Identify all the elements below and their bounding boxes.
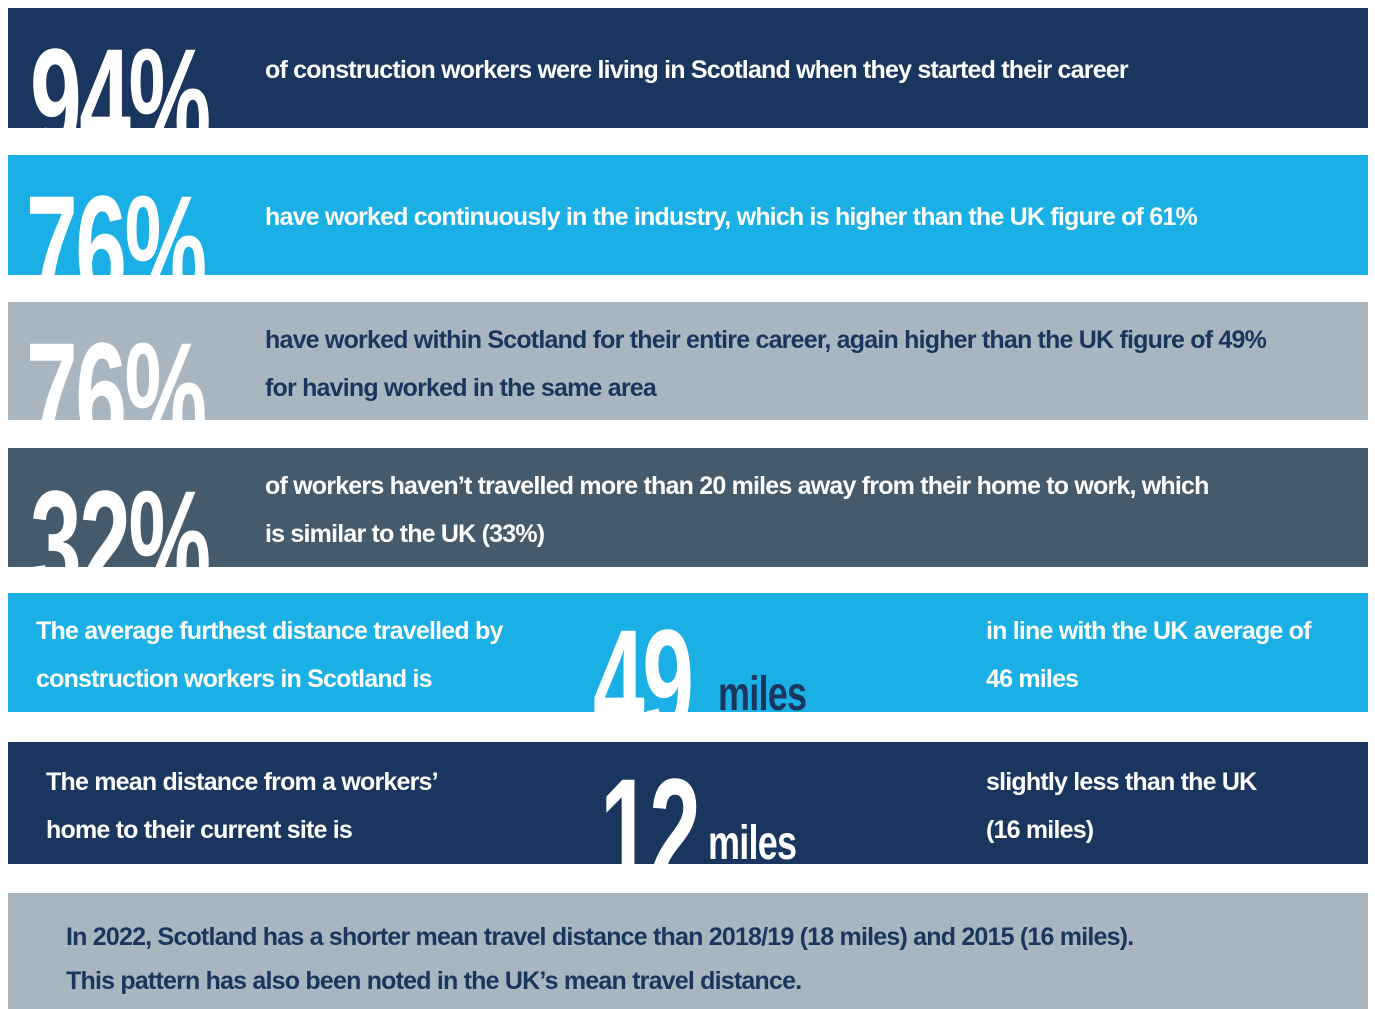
stat-value: 76% [26, 311, 207, 420]
stat-text: of workers haven’t travelled more than 2… [265, 472, 1209, 548]
footnote-line: In 2022, Scotland has a shorter mean tra… [66, 923, 1134, 951]
stat-text: have worked within Scotland for their en… [265, 326, 1267, 402]
stat-value: 32% [30, 459, 211, 567]
distance-band: The average furthest distance travelled … [8, 593, 1368, 712]
distance-lead: The average furthest distance travelled … [36, 617, 503, 693]
distance-unit: miles [708, 817, 797, 864]
footnote-line: This pattern has also been noted in the … [66, 967, 802, 995]
footnote-band: In 2022, Scotland has a shorter mean tra… [8, 893, 1368, 1009]
distance-note: in line with the UK average of 46 miles [986, 617, 1311, 693]
distance-value: 12 [600, 747, 701, 864]
distance-band: The mean distance from a workers’ home t… [8, 742, 1368, 864]
stat-band: 76% have worked continuously in the indu… [8, 155, 1368, 275]
stat-band: 94% of construction workers were living … [8, 8, 1368, 128]
stat-value: 76% [26, 164, 207, 275]
distance-lead: The mean distance from a workers’ home t… [46, 768, 437, 844]
stat-band: 32% of workers haven’t travelled more th… [8, 448, 1368, 567]
distance-note: slightly less than the UK (16 miles) [986, 768, 1257, 844]
stat-band: 76% have worked within Scotland for thei… [8, 302, 1368, 420]
distance-value: 49 [593, 598, 694, 712]
stat-value: 94% [30, 17, 211, 128]
distance-unit: miles [718, 668, 807, 712]
stat-text: of construction workers were living in S… [265, 56, 1129, 84]
stat-text: have worked continuously in the industry… [265, 203, 1198, 231]
